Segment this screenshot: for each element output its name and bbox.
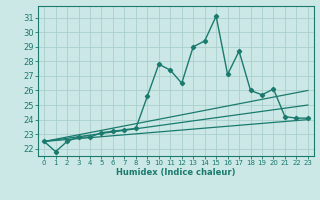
- X-axis label: Humidex (Indice chaleur): Humidex (Indice chaleur): [116, 168, 236, 177]
